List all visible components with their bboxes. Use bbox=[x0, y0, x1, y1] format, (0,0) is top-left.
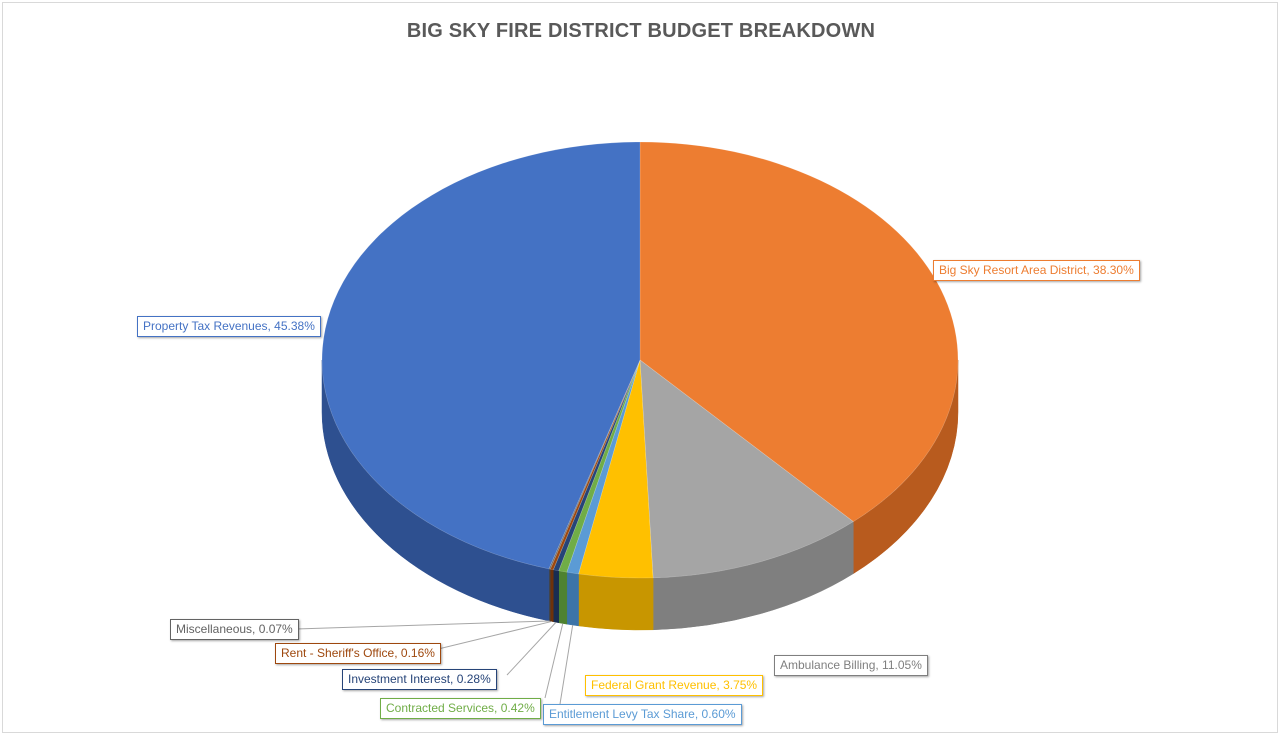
pie-slice-rent-sheriff-s-office bbox=[549, 359, 641, 571]
label-entitlement-levy: Entitlement Levy Tax Share, 0.60% bbox=[543, 704, 742, 725]
label-ambulance-billing: Ambulance Billing, 11.05% bbox=[774, 655, 928, 676]
pie-side-contracted-services bbox=[558, 570, 568, 625]
leader-line-miscellaneous bbox=[295, 620, 550, 630]
label-investment-interest: Investment Interest, 0.28% bbox=[342, 669, 497, 690]
leader-line-rent-sheriff-s-office bbox=[429, 620, 552, 652]
chart-title: BIG SKY FIRE DISTRICT BUDGET BREAKDOWN bbox=[406, 20, 876, 42]
leader-line-entitlement-levy-tax-share bbox=[559, 624, 574, 705]
label-rent-sheriff: Rent - Sheriff's Office, 0.16% bbox=[275, 643, 441, 664]
pie-slice-property-tax-revenues bbox=[321, 141, 641, 570]
label-property-tax: Property Tax Revenues, 45.38% bbox=[137, 316, 321, 337]
pie-slice-contracted-services bbox=[558, 359, 641, 573]
pie-slice-entitlement-levy-tax-share bbox=[566, 359, 641, 575]
pie-slice-miscellaneous bbox=[548, 359, 641, 570]
pie-side-federal-grant-revenue bbox=[578, 573, 654, 631]
pie-slice-ambulance-billing bbox=[639, 359, 854, 579]
label-contracted-services: Contracted Services, 0.42% bbox=[380, 698, 541, 719]
pie-side-entitlement-levy-tax-share bbox=[566, 571, 579, 627]
label-big-sky-resort: Big Sky Resort Area District, 38.30% bbox=[933, 260, 1140, 281]
pie-side-investment-interest bbox=[553, 569, 559, 624]
label-federal-grant: Federal Grant Revenue, 3.75% bbox=[585, 675, 764, 696]
pie-slice-investment-interest bbox=[552, 359, 641, 572]
label-miscellaneous: Miscellaneous, 0.07% bbox=[170, 619, 299, 640]
leader-line-investment-interest bbox=[506, 621, 557, 676]
leader-line-contracted-services bbox=[544, 623, 564, 699]
pie-side-rent-sheriff-s-office bbox=[549, 568, 554, 623]
pie-slice-federal-grant-revenue bbox=[578, 359, 654, 579]
pie-slice-big-sky-resort-area-district bbox=[639, 141, 959, 523]
